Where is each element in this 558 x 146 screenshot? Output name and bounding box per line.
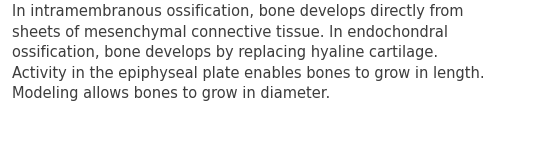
Text: In intramembranous ossification, bone develops directly from
sheets of mesenchym: In intramembranous ossification, bone de…	[12, 4, 485, 101]
